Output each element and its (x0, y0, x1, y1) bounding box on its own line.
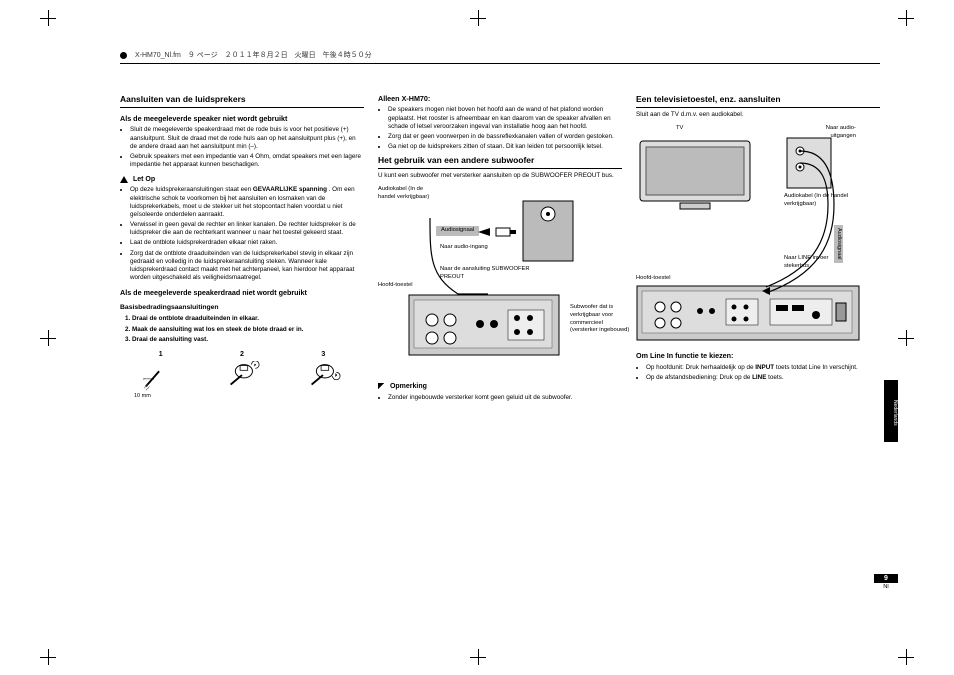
language-tab: Nederlands (884, 380, 898, 442)
warn-text-bold: GEVAARLIJKE spanning (253, 186, 327, 193)
list-item: Gebruik speakers met een impedantie van … (130, 153, 364, 169)
list-item: Laat de ontblote luidsprekerdraden elkaa… (130, 239, 364, 247)
column-1: Aansluiten van de luidsprekers Als de me… (120, 94, 364, 406)
fig-numbers: 1 2 3 (120, 350, 364, 359)
fig-num: 1 (159, 350, 163, 359)
list-item: Op de afstandsbediening: Druk op de LINE… (646, 374, 880, 382)
header-dot-icon (120, 52, 127, 59)
wire-figure: 1 2 3 10 mm (120, 350, 364, 400)
page-frame: X-HM70_Nl.fm ９ ページ ２０１１年８月２日 火曜日 午後４時５０分… (120, 50, 880, 610)
fig-num: 3 (321, 350, 325, 359)
crop-mark (40, 649, 56, 665)
list-item: Sluit de meegeleverde speakerdraad met d… (130, 126, 364, 151)
label-audiocable: Audiokabel (In de handel verkrijgbaar) (378, 186, 436, 201)
col2-list1: De speakers mogen niet boven het hoofd a… (378, 106, 622, 151)
t: Op hoofdunit: Druk herhaaldelijk op de (646, 364, 755, 371)
step-item: Maak de aansluiting wat los en steek de … (132, 326, 364, 334)
bold: LINE (752, 374, 766, 381)
col1-steps: Draai de ontblote draaduiteinden in elka… (120, 315, 364, 344)
col1-heading: Aansluiten van de luidsprekers (120, 94, 364, 108)
page-number-box: 9 Nl (874, 574, 898, 590)
list-item: Zorg dat de ontblote draaduiteinden van … (130, 250, 364, 283)
wire-illustration-2 (223, 361, 261, 391)
col2-sub1: Alleen X-HM70: (378, 94, 622, 103)
step-item: Draai de ontblote draaduiteinden in elka… (132, 315, 364, 323)
col1-sub3: Basisbedradingsaansluitingen (120, 304, 364, 313)
warning-icon (120, 176, 128, 183)
page-number: 9 (874, 574, 898, 583)
wire-illustration-3 (304, 361, 342, 391)
bold: INPUT (755, 364, 774, 371)
list-item: Verwissel in geen geval de rechter en li… (130, 221, 364, 237)
caution-text: Let Op (133, 176, 155, 183)
subwoofer-icon (518, 196, 578, 266)
note-text: Opmerking (390, 383, 427, 390)
page-lang: Nl (874, 584, 898, 590)
mm-label: 10 mm (120, 393, 364, 400)
header-text: X-HM70_Nl.fm ９ ページ ２０１１年８月２日 火曜日 午後４時５０分 (135, 52, 372, 59)
col1-sub1: Als de meegeleverde speaker niet wordt g… (120, 114, 364, 123)
col1-list1: Sluit de meegeleverde speakerdraad met d… (120, 126, 364, 169)
label-subwoofer: Subwoofer dat is verkrijgbaar voor comme… (570, 304, 630, 334)
t: Op de afstandsbediening: Druk op de (646, 374, 752, 381)
crop-mark (898, 649, 914, 665)
label-hoofd: Hoofd-toestel (378, 282, 418, 290)
col1-sub2: Als de meegeleverde speakerdraad niet wo… (120, 288, 364, 297)
list-item: De speakers mogen niet boven het hoofd a… (388, 106, 622, 131)
t2: toets. (766, 374, 783, 381)
print-header: X-HM70_Nl.fm ９ ページ ２０１１年８月２日 火曜日 午後４時５０分 (120, 50, 880, 64)
list-item: Ga niet op de luidsprekers zitten of sta… (388, 143, 622, 151)
list-item: Zonder ingebouwde versterker komt geen g… (388, 394, 622, 402)
cable-path-tv (756, 145, 846, 305)
warn-text-a: Op deze luidsprekeraansluitingen staat e… (130, 186, 251, 193)
col3-list: Op hoofdunit: Druk herhaaldelijk op de I… (636, 364, 880, 382)
tv-icon (636, 137, 756, 217)
fig-row (120, 361, 364, 391)
caution-label: Let Op (120, 175, 364, 184)
col3-intro: Sluit aan de TV d.m.v. een audiokabel. (636, 111, 880, 119)
list-item: Op deze luidsprekeraansluitingen staat e… (130, 186, 364, 219)
crop-mark (470, 10, 486, 26)
list-item: Zorg dat er geen voorwerpen in de bassre… (388, 133, 622, 141)
list-item: Op hoofdunit: Druk herhaaldelijk op de I… (646, 364, 880, 372)
col1-warnings: Op deze luidsprekeraansluitingen staat e… (120, 186, 364, 282)
crop-mark (40, 10, 56, 26)
crop-mark (40, 330, 56, 346)
note-label: Opmerking (378, 382, 622, 391)
col3-heading: Een televisietoestel, enz. aansluiten (636, 94, 880, 108)
t2: toets totdat Line In verschijnt. (774, 364, 858, 371)
column-3: Een televisietoestel, enz. aansluiten Sl… (636, 94, 880, 406)
subwoofer-diagram: Audiokabel (In de handel verkrijgbaar) A… (378, 186, 622, 376)
col2-notes: Zonder ingebouwde versterker komt geen g… (378, 394, 622, 402)
crop-mark (470, 649, 486, 665)
wire-illustration-1 (142, 361, 180, 391)
crop-mark (898, 10, 914, 26)
crop-mark (898, 330, 914, 346)
cable-path (428, 216, 508, 306)
column-2: Alleen X-HM70: De speakers mogen niet bo… (378, 94, 622, 406)
col2-intro: U kunt een subwoofer met versterker aans… (378, 172, 622, 180)
step-item: Draai de aansluiting vast. (132, 336, 364, 344)
label-hoofd3: Hoofd-toestel (636, 275, 670, 283)
label-tv: TV (676, 125, 683, 133)
note-icon (378, 383, 385, 390)
col3-sub1: Om Line In functie te kiezen: (636, 351, 880, 360)
col2-heading: Het gebruik van een andere subwoofer (378, 155, 622, 169)
fig-num: 2 (240, 350, 244, 359)
tv-diagram: TV Naar audio-uitgangen Audiokabel (In d… (636, 125, 880, 345)
content-columns: Aansluiten van de luidsprekers Als de me… (120, 94, 880, 406)
